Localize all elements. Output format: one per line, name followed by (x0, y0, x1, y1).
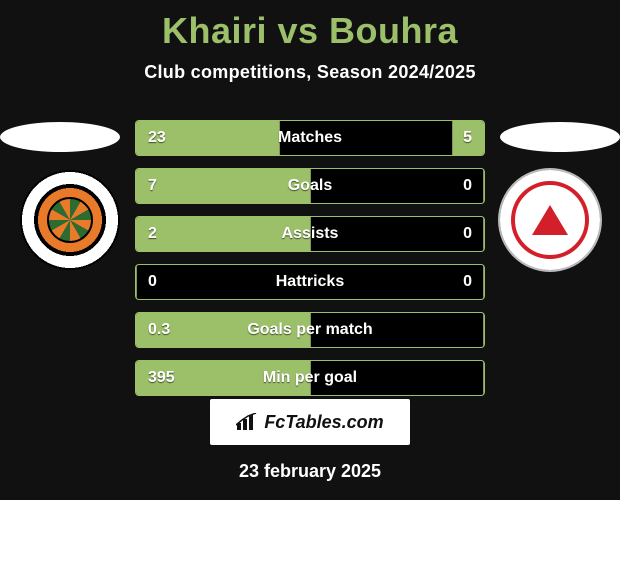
player-silhouette-right (500, 122, 620, 152)
stat-label: Goals per match (136, 313, 484, 347)
stat-row-matches: 23 Matches 5 (135, 120, 485, 156)
stat-label: Goals (136, 169, 484, 203)
stat-label: Matches (136, 121, 484, 155)
page-title: Khairi vs Bouhra (0, 0, 620, 52)
brand-text: FcTables.com (264, 412, 383, 433)
stat-label: Hattricks (136, 265, 484, 299)
stat-value-right: 0 (451, 169, 484, 203)
stat-row-min-per-goal: 395 Min per goal (135, 360, 485, 396)
stat-value-right: 5 (451, 121, 484, 155)
player-silhouette-left (0, 122, 120, 152)
team-badge-right (500, 170, 600, 270)
stat-value-right (460, 361, 484, 395)
comparison-card: Khairi vs Bouhra Club competitions, Seas… (0, 0, 620, 500)
stat-row-goals-per-match: 0.3 Goals per match (135, 312, 485, 348)
stat-value-right (460, 313, 484, 347)
stat-label: Assists (136, 217, 484, 251)
stat-row-goals: 7 Goals 0 (135, 168, 485, 204)
stat-value-right: 0 (451, 217, 484, 251)
stats-container: 23 Matches 5 7 Goals 0 2 Assists 0 0 Hat… (135, 120, 485, 408)
stat-label: Min per goal (136, 361, 484, 395)
footer-date: 23 february 2025 (0, 461, 620, 482)
subtitle: Club competitions, Season 2024/2025 (0, 62, 620, 83)
team-badge-left (20, 170, 120, 270)
brand-badge[interactable]: FcTables.com (210, 399, 410, 445)
stat-row-hattricks: 0 Hattricks 0 (135, 264, 485, 300)
chart-icon (236, 413, 258, 431)
stat-row-assists: 2 Assists 0 (135, 216, 485, 252)
stat-value-right: 0 (451, 265, 484, 299)
